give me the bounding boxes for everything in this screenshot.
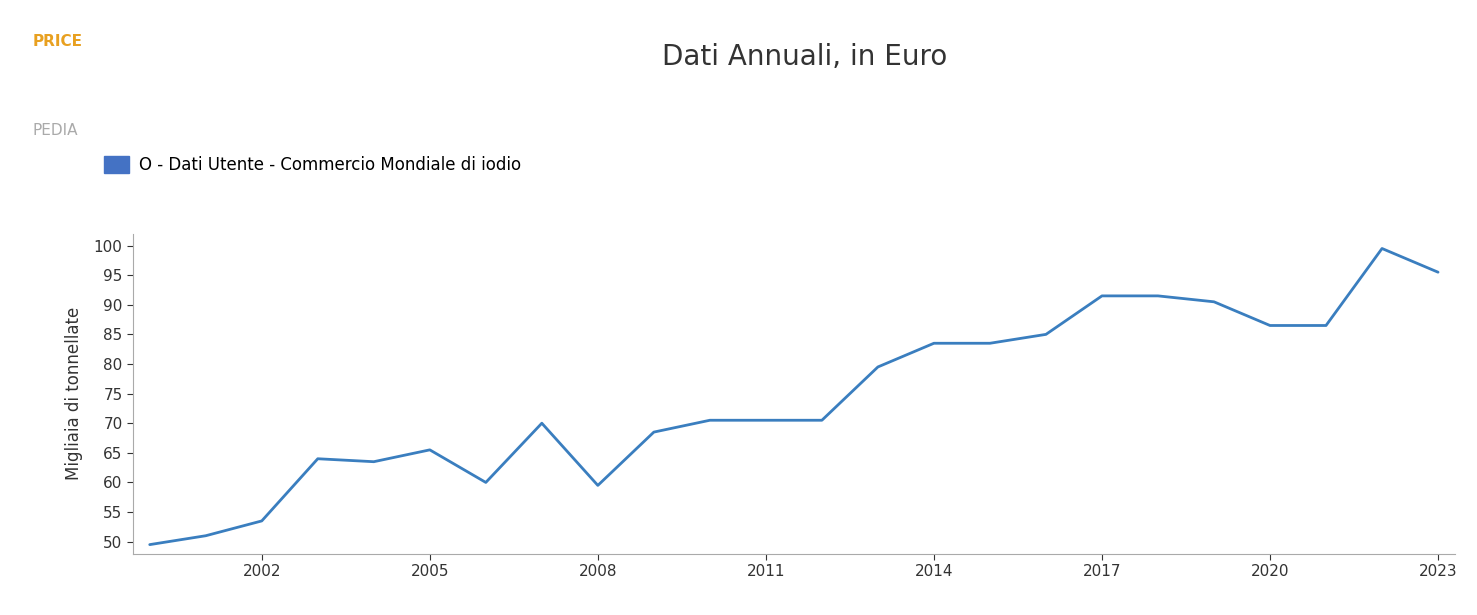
Text: Dati Annuali, in Euro: Dati Annuali, in Euro [662, 43, 948, 71]
Y-axis label: Migliaia di tonnellate: Migliaia di tonnellate [65, 307, 83, 480]
Text: PEDIA: PEDIA [32, 123, 78, 138]
Text: PRICE: PRICE [32, 34, 83, 49]
Legend: O - Dati Utente - Commercio Mondiale di iodio: O - Dati Utente - Commercio Mondiale di … [105, 156, 521, 174]
